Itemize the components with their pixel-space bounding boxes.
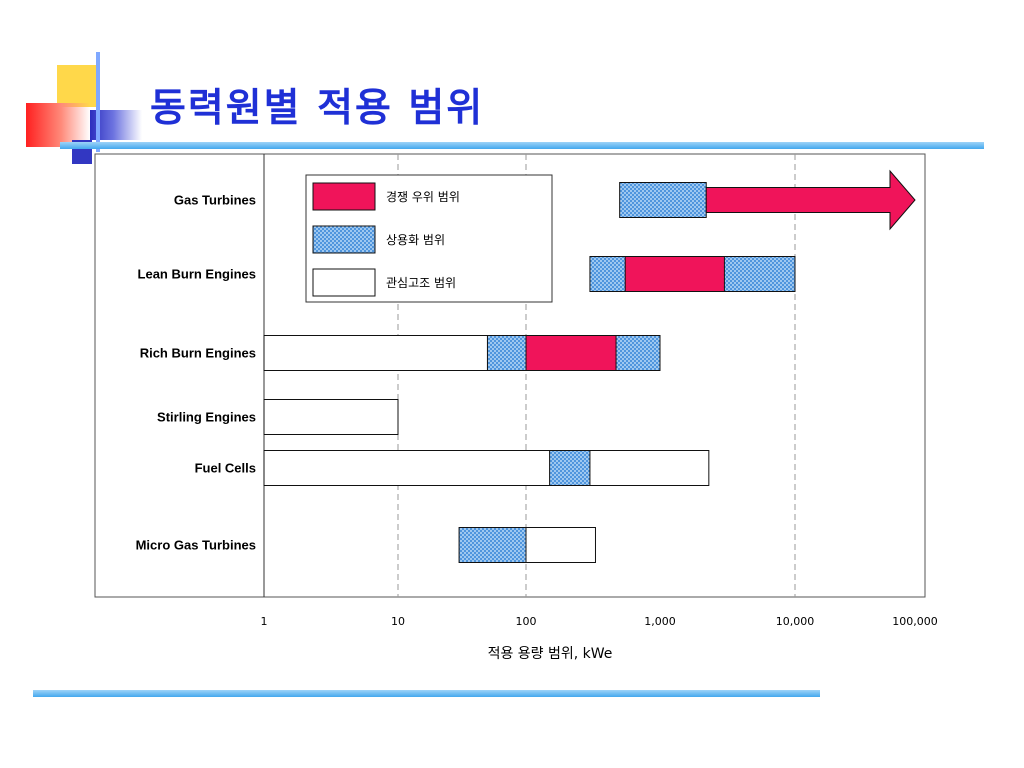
x-axis-label: 적용 용량 범위, kWe xyxy=(488,646,613,662)
bar-segment-interest xyxy=(263,399,399,435)
category-label: Lean Burn Engines xyxy=(138,267,256,282)
bar-segment-commercial xyxy=(619,182,707,218)
bar-row xyxy=(619,169,916,231)
bar-segment-interest xyxy=(263,335,488,371)
x-tick-label: 1 xyxy=(261,615,268,628)
bar-segment-interest xyxy=(263,450,710,486)
bar-segment-competitive xyxy=(525,335,617,371)
x-tick-label: 10 xyxy=(391,615,405,628)
bar-segment-competitive xyxy=(624,256,725,292)
legend-swatch-commercial xyxy=(312,225,376,254)
category-label: Micro Gas Turbines xyxy=(136,538,256,553)
legend-swatch-competitive xyxy=(312,182,376,211)
category-label: Stirling Engines xyxy=(157,410,256,425)
title-underline xyxy=(60,142,984,149)
legend-swatch-interest xyxy=(312,268,376,297)
x-tick-label: 100 xyxy=(516,615,537,628)
footer-line xyxy=(33,690,820,697)
range-bars xyxy=(263,169,916,563)
legend-label: 관심고조 범위 xyxy=(386,276,456,290)
x-tick-label: 10,000 xyxy=(776,615,815,628)
x-tick-labels: 1 10 100 1,000 10,000 100,000 xyxy=(261,615,938,628)
slide-title: 동력원별 적용 범위 xyxy=(150,86,485,131)
x-tick-label: 100,000 xyxy=(892,615,938,628)
bar-segment-interest xyxy=(525,527,596,563)
category-label: Fuel Cells xyxy=(195,461,256,476)
bar-segment-commercial xyxy=(549,450,591,486)
bar-row xyxy=(263,450,710,486)
x-tick-label: 1,000 xyxy=(644,615,676,628)
bar-row xyxy=(458,527,596,563)
bar-row xyxy=(263,399,399,435)
bar-row xyxy=(589,256,796,292)
decor-vertical-line xyxy=(96,52,100,152)
category-label: Rich Burn Engines xyxy=(140,346,256,361)
decor-yellow-square xyxy=(57,65,99,107)
category-labels: Gas Turbines Lean Burn Engines Rich Burn E… xyxy=(136,193,256,553)
bar-segment-commercial xyxy=(458,527,527,563)
decor-red-bar xyxy=(26,103,90,147)
category-label: Gas Turbines xyxy=(174,193,256,208)
bar-row xyxy=(263,335,661,371)
legend-label: 상용화 범위 xyxy=(386,233,445,247)
bar-segment-arrow xyxy=(705,169,916,231)
legend-label: 경쟁 우위 범위 xyxy=(386,190,460,204)
